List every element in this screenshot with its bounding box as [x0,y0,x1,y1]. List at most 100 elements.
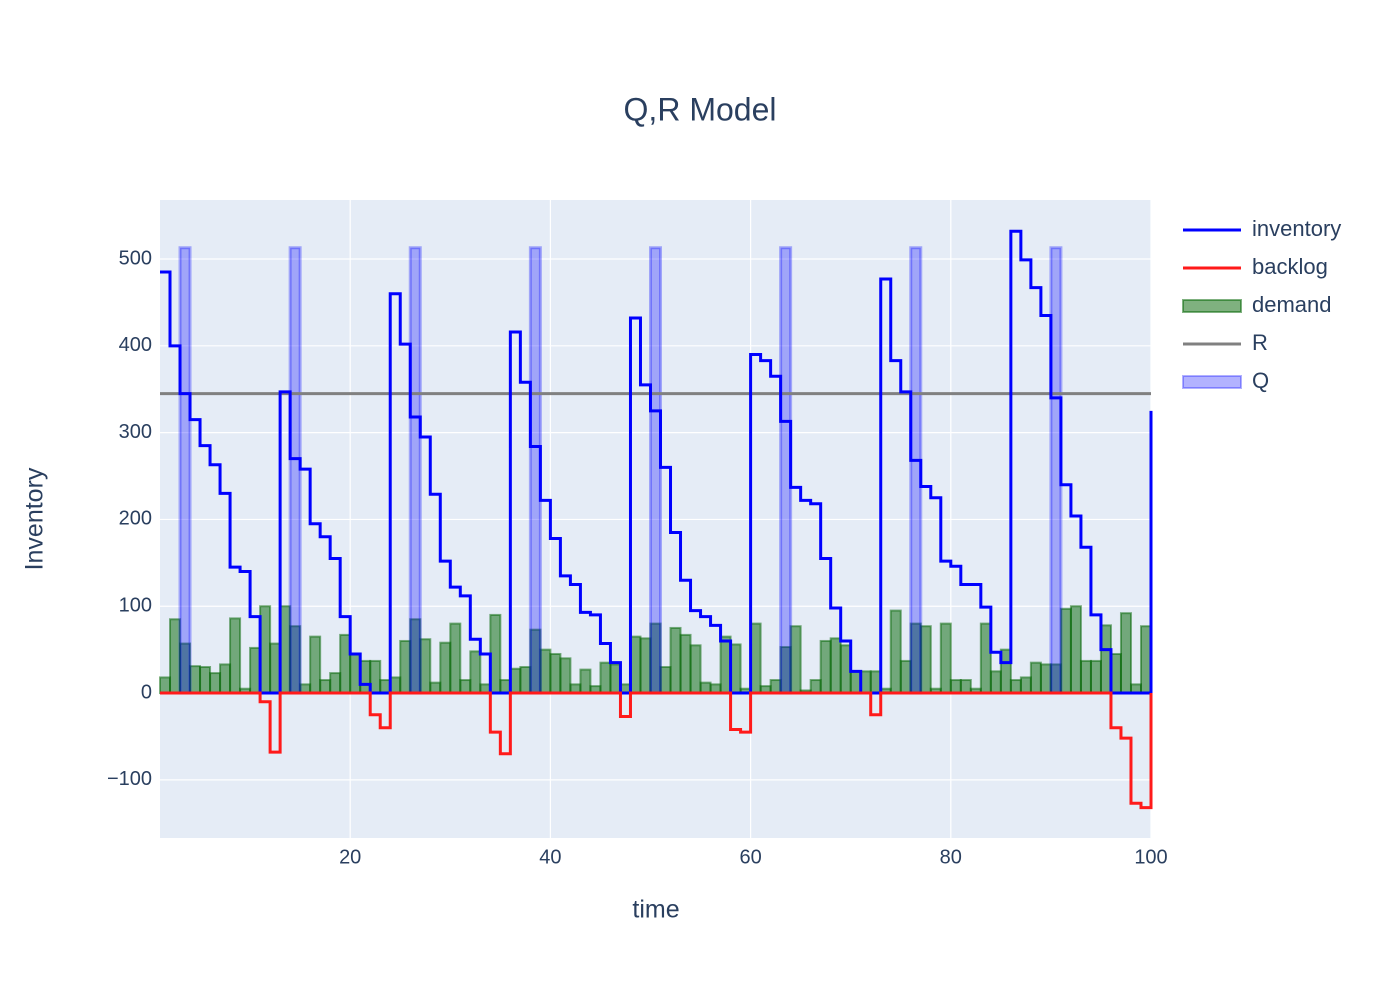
demand-step [229,617,242,695]
demand-step [349,652,362,695]
demand-step [559,657,572,695]
demand-step [729,643,742,695]
demand-step [659,665,672,695]
legend: inventory backlog demand RQ [1182,216,1341,393]
demand-step [509,667,522,695]
x-axis-title: time [632,896,679,924]
demand-step [209,672,222,695]
q-bar [288,246,302,695]
demand-step [1009,679,1022,695]
demand-step [899,659,912,695]
demand-step [429,681,442,695]
demand-step [1019,676,1032,695]
demand-step [949,679,962,695]
y-tick-label: 500 [119,247,152,269]
x-tick-label: 80 [940,846,962,868]
demand-step [689,644,702,695]
y-axis-title: Inventory [21,467,49,570]
demand-step [789,625,802,695]
x-tick-label: 40 [539,846,561,868]
y-tick-label: 0 [141,681,152,703]
demand-step [599,661,612,695]
demand-step [489,613,502,695]
demand-step [419,638,432,695]
demand-step [339,633,352,695]
demand-step [829,637,842,695]
demand-step [839,644,852,695]
demand-step [809,679,822,695]
demand-step [999,648,1012,695]
demand-step [249,646,262,695]
demand-step [269,642,282,695]
demand-step [889,609,902,695]
demand-step [389,676,402,695]
demand-step [399,639,412,695]
marks [159,229,1153,810]
y-tick-label: 100 [119,595,152,617]
demand-step [959,679,972,695]
y-tick-label: 200 [119,508,152,530]
inventory-line [160,229,1153,695]
demand-step [169,618,182,695]
demand-step [329,672,342,695]
q-bar [648,246,663,695]
q-bar [779,246,793,695]
x-tick-label: 20 [339,846,361,868]
demand-step [859,670,872,695]
demand-step [1119,612,1132,695]
demand-step [1039,663,1052,695]
demand-step [1069,605,1082,695]
demand-step [219,663,232,695]
demand-step [749,622,762,695]
demand-step [319,679,332,695]
demand-step [309,635,322,695]
demand-step [369,659,382,695]
backlog-line [160,691,1153,810]
demand-step [869,670,882,695]
q-bar [528,246,542,695]
demand-step [669,626,682,695]
x-tick-label: 100 [1134,846,1167,868]
legend-label: Q [1252,368,1269,393]
legend-swatch [1182,299,1242,313]
demand-step [519,665,532,695]
demand-step [449,622,462,695]
demand-step [719,635,732,695]
demand-step [1059,607,1072,695]
legend-label: R [1252,330,1268,355]
demand-step [919,625,932,695]
demand-step [1139,625,1152,695]
demand-step [1089,659,1102,695]
demand-step [499,679,512,695]
demand-step [379,679,392,695]
demand-step [579,668,592,695]
demand-step [439,641,452,695]
legend-swatch [1182,375,1242,389]
demand-step [469,650,482,695]
chart-title: Q,R Model [624,91,777,127]
labels: −100 0 100 200 300 400 500 20 40 60 80 100 [107,247,1168,868]
demand-step [1029,661,1042,695]
y-tick-label: 400 [119,334,152,356]
demand-step [819,639,832,695]
y-tick-label: −100 [107,768,152,790]
demand-step [979,622,992,695]
demand-step [549,652,562,695]
demand-step [1109,652,1122,695]
demand-step [679,633,692,695]
demand-step [849,670,862,695]
demand-step [279,605,292,695]
demand-step [1079,659,1092,695]
q-bar [178,246,192,695]
demand-step [199,665,212,695]
demand-step [699,681,712,695]
demand-step [1099,624,1112,695]
demand-step [609,663,622,695]
q-bar [408,246,422,695]
demand-step [989,670,1002,695]
demand-step [459,679,472,695]
x-tick-label: 60 [739,846,761,868]
q-bar [909,246,923,695]
demand-step [769,679,782,695]
